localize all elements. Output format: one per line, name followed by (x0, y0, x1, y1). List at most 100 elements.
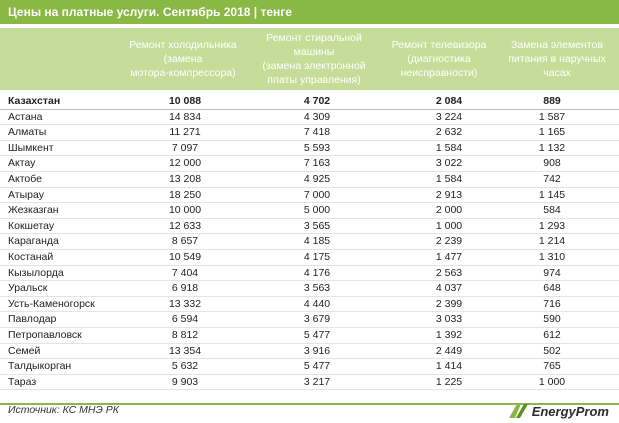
table-cell: 1 225 (435, 375, 463, 388)
table-cell: 1 293 (538, 219, 566, 232)
row-label: Кокшетау (8, 219, 55, 232)
table-row: Астана 14 834 4 309 3 224 1 587 (0, 110, 619, 126)
table-row: Караганда 8 657 4 185 2 239 1 214 (0, 234, 619, 250)
column-header-line: Замена элементов (511, 39, 603, 51)
column-header-line: питания в наручных (508, 53, 606, 65)
table-cell: 1 310 (538, 250, 566, 263)
table-cell: 2 913 (435, 188, 463, 201)
table-cell: 14 834 (168, 110, 202, 123)
table-row: Алматы 11 271 7 418 2 632 1 165 (0, 125, 619, 141)
table-cell: 6 594 (171, 313, 199, 326)
table-cell: 1 145 (538, 188, 566, 201)
table-row: Актобе 13 208 4 925 1 584 742 (0, 172, 619, 188)
table-cell: 12 633 (168, 219, 202, 232)
table-cell: 1 000 (435, 219, 463, 232)
table-cell: 4 037 (435, 282, 463, 295)
source-note: Источник: КС МНЭ РК (8, 404, 119, 416)
column-header-line: Ремонт телевизора (391, 39, 487, 51)
table-title: Цены на платные услуги. Сентябрь 2018 | … (8, 5, 292, 19)
row-label: Актобе (8, 172, 42, 185)
table-cell: 716 (543, 297, 561, 310)
table-cell: 12 000 (168, 157, 202, 170)
row-label: Семей (8, 344, 41, 357)
table-cell: 3 033 (435, 313, 463, 326)
table-cell: 10 549 (168, 250, 202, 263)
row-label: Уральск (8, 282, 48, 295)
table-cell: 2 449 (435, 344, 463, 357)
table-row: Жезказган 10 000 5 000 2 000 584 (0, 203, 619, 219)
column-header: Замена элементов питания в наручных часах (498, 28, 616, 90)
column-header-line: неисправности) (400, 67, 478, 79)
table-cell: 502 (543, 344, 561, 357)
footer-divider (0, 403, 619, 405)
table-cell: 612 (543, 328, 561, 341)
table-cell: 1 587 (538, 110, 566, 123)
table-row: Кызылорда 7 404 4 176 2 563 974 (0, 266, 619, 282)
table-cell: 3 224 (435, 110, 463, 123)
table-cell: 1 414 (435, 360, 463, 373)
table-cell: 13 332 (168, 297, 202, 310)
table-cell: 4 185 (303, 235, 331, 248)
table-cell: 1 584 (435, 172, 463, 185)
table-row: Актау 12 000 7 163 3 022 908 (0, 156, 619, 172)
row-label: Талдыкорган (8, 360, 72, 373)
table-cell: 7 404 (171, 266, 199, 279)
column-header-line: часах (543, 67, 571, 79)
table-cell: 2 632 (435, 126, 463, 139)
row-label: Усть-Каменогорск (8, 297, 95, 310)
table-cell: 765 (543, 360, 561, 373)
row-label: Актау (8, 157, 36, 170)
table-cell: 7 000 (303, 188, 331, 201)
row-label: Тараз (8, 375, 37, 388)
table-cell: 9 903 (171, 375, 199, 388)
table-cell: 7 097 (171, 141, 199, 154)
table-cell: 3 563 (303, 282, 331, 295)
table-row: Павлодар 6 594 3 679 3 033 590 (0, 312, 619, 328)
table-cell: 3 679 (303, 313, 331, 326)
brand-logo: EnergyProm (507, 400, 609, 422)
title-bar: Цены на платные услуги. Сентябрь 2018 | … (0, 0, 619, 24)
row-label: Петропавловск (8, 328, 82, 341)
table-row: Петропавловск 8 812 5 477 1 392 612 (0, 328, 619, 344)
column-header-line: машины (293, 46, 335, 58)
table-cell: 4 309 (303, 110, 331, 123)
column-header: Ремонт стиральной машины (замена электронн… (248, 28, 380, 90)
table-cell: 5 000 (303, 204, 331, 217)
table-cell: 13 354 (168, 344, 202, 357)
row-label: Казахстан (8, 95, 61, 107)
table-row: Костанай 10 549 4 175 1 477 1 310 (0, 250, 619, 266)
table-cell: 5 632 (171, 360, 199, 373)
table-row: Усть-Каменогорск 13 332 4 440 2 399 716 (0, 297, 619, 313)
table-cell: 648 (543, 282, 561, 295)
table-cell: 7 418 (303, 126, 331, 139)
table-cell: 889 (543, 95, 561, 107)
column-header-line: (диагностика (407, 53, 471, 65)
table-row: Уральск 6 918 3 563 4 037 648 (0, 281, 619, 297)
row-label: Шымкент (8, 141, 54, 154)
table-cell: 3 217 (303, 375, 331, 388)
table-cell: 1 000 (538, 375, 566, 388)
table-cell: 13 208 (168, 172, 202, 185)
table-cell: 4 925 (303, 172, 331, 185)
table-row: Талдыкорган 5 632 5 477 1 414 765 (0, 359, 619, 375)
row-label: Павлодар (8, 313, 57, 326)
table-body: Казахстан 10 088 4 702 2 084 889 Астана 14 834… (0, 94, 619, 391)
table-cell: 584 (543, 204, 561, 217)
table-cell: 8 657 (171, 235, 199, 248)
row-label: Караганда (8, 235, 59, 248)
table-cell: 8 812 (171, 328, 199, 341)
column-header: Ремонт холодильника (замена мотора-компрес… (118, 28, 248, 90)
row-label: Жезказган (8, 204, 59, 217)
table-cell: 7 163 (303, 157, 331, 170)
table-cell: 1 132 (538, 141, 566, 154)
table-cell: 18 250 (168, 188, 202, 201)
column-header-line: (замена (163, 53, 203, 65)
row-label: Астана (8, 110, 43, 123)
column-header: Ремонт телевизора (диагностика неисправнос… (380, 28, 498, 90)
row-label: Алматы (8, 126, 47, 139)
table-cell: 974 (543, 266, 561, 279)
row-label: Кызылорда (8, 266, 64, 279)
table-cell: 5 477 (303, 328, 331, 341)
table-cell: 908 (543, 157, 561, 170)
table-header: Ремонт холодильника (замена мотора-компрес… (0, 28, 619, 90)
